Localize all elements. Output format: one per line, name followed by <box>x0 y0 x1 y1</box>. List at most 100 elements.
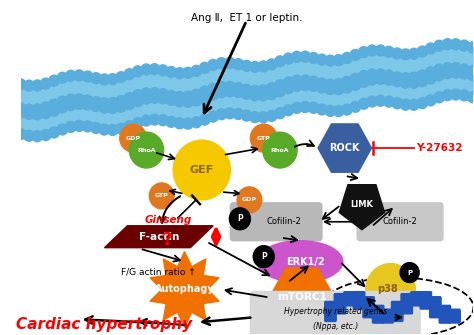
Circle shape <box>434 40 444 51</box>
Circle shape <box>233 87 244 97</box>
Circle shape <box>250 90 260 101</box>
Circle shape <box>401 77 411 88</box>
Circle shape <box>82 121 93 132</box>
Circle shape <box>442 63 453 74</box>
Circle shape <box>317 54 327 65</box>
Circle shape <box>401 99 411 110</box>
Circle shape <box>241 84 252 95</box>
Circle shape <box>292 75 302 86</box>
Circle shape <box>65 122 76 132</box>
Circle shape <box>283 105 294 116</box>
Circle shape <box>91 73 101 84</box>
Text: P: P <box>261 252 266 261</box>
Circle shape <box>65 70 76 81</box>
Circle shape <box>149 92 160 103</box>
Circle shape <box>174 96 185 107</box>
Circle shape <box>400 263 419 282</box>
Circle shape <box>250 124 277 152</box>
Circle shape <box>49 105 59 116</box>
Circle shape <box>141 93 151 104</box>
Circle shape <box>57 72 68 83</box>
Text: (Nppa, etc.): (Nppa, etc.) <box>313 322 358 331</box>
Circle shape <box>263 132 297 168</box>
Circle shape <box>141 64 151 75</box>
Circle shape <box>57 124 68 135</box>
Circle shape <box>82 99 93 110</box>
Circle shape <box>258 61 269 72</box>
Circle shape <box>350 73 361 84</box>
Circle shape <box>375 69 386 80</box>
Circle shape <box>40 108 51 119</box>
Circle shape <box>401 73 411 84</box>
FancyBboxPatch shape <box>353 292 365 304</box>
Circle shape <box>158 93 168 104</box>
Circle shape <box>442 90 453 100</box>
Circle shape <box>383 46 394 57</box>
Circle shape <box>49 75 59 86</box>
Circle shape <box>24 104 34 115</box>
Circle shape <box>200 86 210 97</box>
Circle shape <box>292 103 302 113</box>
Circle shape <box>333 84 344 94</box>
Circle shape <box>325 83 336 94</box>
Circle shape <box>233 82 244 93</box>
Circle shape <box>401 49 411 60</box>
Circle shape <box>233 109 244 120</box>
Text: Hypertrophy related genes: Hypertrophy related genes <box>283 307 387 316</box>
Circle shape <box>308 80 319 91</box>
FancyBboxPatch shape <box>357 203 443 241</box>
Circle shape <box>216 87 227 98</box>
Circle shape <box>426 43 436 54</box>
Circle shape <box>451 39 461 50</box>
Text: F-actin: F-actin <box>139 232 179 242</box>
Circle shape <box>225 81 235 92</box>
Circle shape <box>467 70 474 81</box>
Circle shape <box>342 53 352 63</box>
Circle shape <box>409 48 419 59</box>
FancyBboxPatch shape <box>230 203 322 241</box>
Circle shape <box>225 108 235 119</box>
Circle shape <box>275 86 285 97</box>
FancyBboxPatch shape <box>250 291 420 335</box>
Circle shape <box>325 55 336 66</box>
Circle shape <box>375 73 386 84</box>
FancyBboxPatch shape <box>382 309 393 321</box>
FancyBboxPatch shape <box>420 292 431 304</box>
Circle shape <box>216 58 227 69</box>
Circle shape <box>325 106 336 116</box>
Circle shape <box>317 104 327 115</box>
Circle shape <box>32 131 43 142</box>
Circle shape <box>191 117 201 128</box>
Circle shape <box>15 79 26 90</box>
Circle shape <box>200 62 210 73</box>
Circle shape <box>434 64 444 75</box>
Circle shape <box>358 71 369 81</box>
Circle shape <box>467 92 474 103</box>
Text: RhoA: RhoA <box>137 148 156 152</box>
Circle shape <box>15 107 26 118</box>
Circle shape <box>392 76 402 87</box>
Circle shape <box>191 95 201 106</box>
Text: Cofilin-2: Cofilin-2 <box>266 217 301 226</box>
Circle shape <box>409 77 419 88</box>
Circle shape <box>383 70 394 81</box>
Circle shape <box>183 96 193 107</box>
Text: Cardiac hypertrophy: Cardiac hypertrophy <box>17 317 192 332</box>
Circle shape <box>174 91 185 103</box>
Circle shape <box>208 111 219 122</box>
FancyBboxPatch shape <box>420 297 431 309</box>
Circle shape <box>366 264 415 315</box>
Text: GTP: GTP <box>257 136 271 141</box>
Circle shape <box>15 103 26 114</box>
Circle shape <box>15 129 26 140</box>
Circle shape <box>300 80 310 90</box>
Circle shape <box>191 89 201 100</box>
Circle shape <box>467 66 474 77</box>
FancyBboxPatch shape <box>439 306 451 317</box>
Circle shape <box>32 104 43 115</box>
Circle shape <box>317 78 327 89</box>
Text: GDP: GDP <box>126 136 141 141</box>
Circle shape <box>82 71 93 82</box>
Circle shape <box>174 118 185 129</box>
Circle shape <box>426 95 436 106</box>
